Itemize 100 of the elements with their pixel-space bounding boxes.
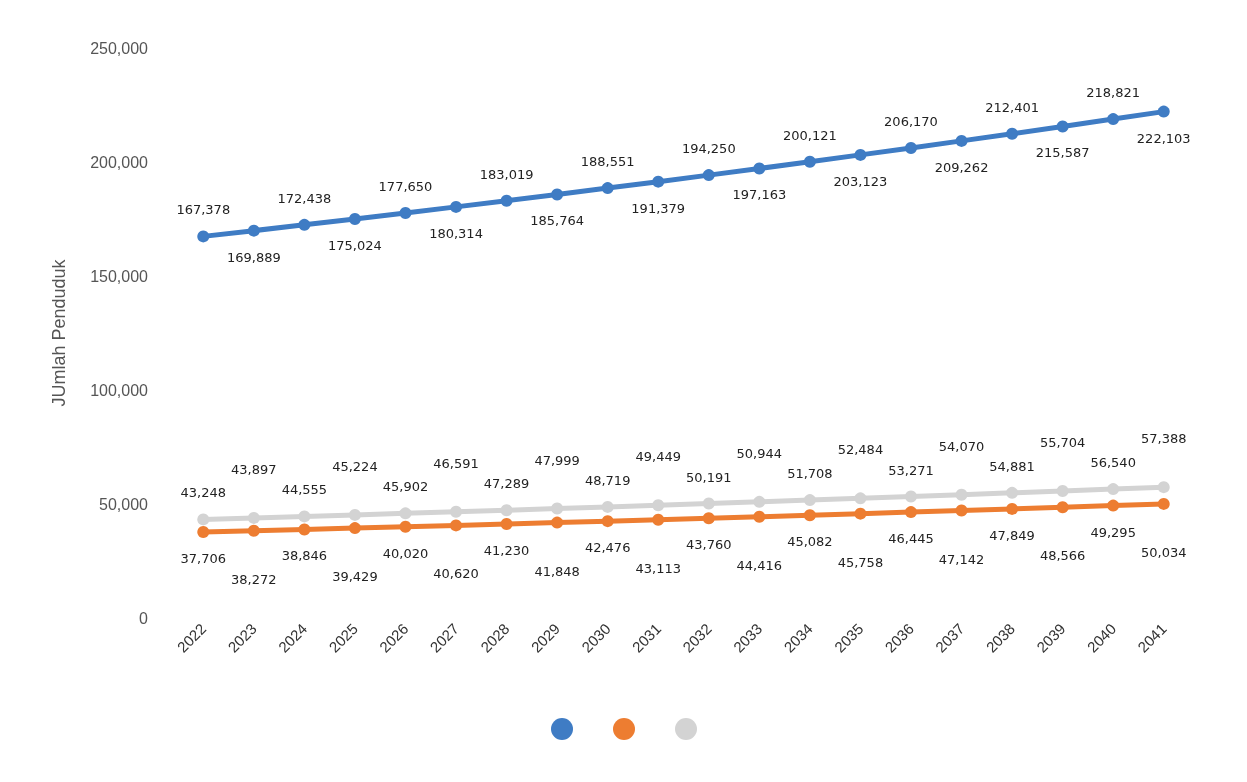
data-label: 49,295 <box>1090 524 1136 540</box>
data-label: 50,034 <box>1140 544 1187 560</box>
data-label: 45,758 <box>837 554 884 570</box>
data-label: 218,821 <box>1086 85 1141 101</box>
point <box>298 510 311 523</box>
point <box>652 175 665 188</box>
point <box>197 526 210 539</box>
data-label: 41,848 <box>534 563 580 579</box>
data-label: 52,484 <box>837 442 884 458</box>
data-label: 53,271 <box>888 462 934 478</box>
data-label: 43,760 <box>686 537 732 553</box>
point <box>500 194 513 207</box>
point <box>500 504 513 517</box>
point <box>904 490 917 503</box>
data-label: 40,620 <box>433 566 479 582</box>
data-label: 38,272 <box>231 571 277 587</box>
point <box>1107 483 1120 496</box>
point <box>803 494 816 507</box>
point <box>753 495 766 508</box>
point <box>652 499 665 512</box>
data-label: 54,881 <box>989 458 1035 474</box>
data-label: 45,082 <box>787 534 833 550</box>
data-label: 42,476 <box>584 540 631 556</box>
point <box>955 134 968 147</box>
data-label: 48,719 <box>584 472 631 488</box>
y-tick-label: 150,000 <box>90 267 149 285</box>
point <box>1056 120 1069 133</box>
data-label: 43,113 <box>635 560 681 576</box>
point <box>601 182 614 195</box>
point <box>854 507 867 520</box>
data-label: 203,123 <box>833 173 888 189</box>
data-label: 41,230 <box>483 543 530 558</box>
y-axis-title: JUmlah Penduduk <box>49 258 69 407</box>
data-label: 177,650 <box>378 178 433 194</box>
data-label: 37,706 <box>180 551 227 567</box>
point <box>551 188 564 201</box>
point <box>1157 497 1170 510</box>
data-label: 183,019 <box>479 166 534 182</box>
data-label: 167,378 <box>176 202 231 218</box>
data-label: 169,889 <box>226 249 281 265</box>
point <box>399 520 412 533</box>
point <box>247 224 260 237</box>
y-tick-label: 250,000 <box>90 39 149 57</box>
point <box>197 513 210 526</box>
point <box>1157 481 1170 494</box>
data-label: 43,248 <box>180 485 227 501</box>
point <box>1006 502 1019 515</box>
data-label: 47,289 <box>483 476 530 492</box>
data-label: 45,902 <box>382 479 429 495</box>
point <box>450 505 463 518</box>
point <box>702 169 715 182</box>
y-tick-label: 0 <box>139 609 149 627</box>
point <box>247 524 260 537</box>
point <box>601 500 614 513</box>
point <box>348 522 361 535</box>
data-label: 46,591 <box>433 455 479 471</box>
point <box>348 212 361 225</box>
point <box>399 206 412 219</box>
data-label: 206,170 <box>884 113 938 129</box>
point <box>652 513 665 526</box>
point <box>1056 501 1069 514</box>
data-label: 47,849 <box>989 527 1035 543</box>
data-label: 44,416 <box>736 557 783 573</box>
data-label: 44,555 <box>281 482 328 498</box>
data-label: 50,944 <box>736 445 783 461</box>
y-tick-label: 200,000 <box>90 153 149 171</box>
data-label: 47,142 <box>938 551 985 567</box>
data-label: 185,764 <box>530 213 585 229</box>
point <box>500 518 513 530</box>
point <box>399 507 412 520</box>
data-label: 212,401 <box>985 99 1039 115</box>
point <box>197 230 210 243</box>
point <box>803 509 816 522</box>
data-label: 222,103 <box>1136 130 1191 146</box>
point <box>298 523 311 536</box>
data-label: 175,024 <box>328 237 382 253</box>
point <box>753 162 766 175</box>
point <box>955 504 968 517</box>
data-label: 200,121 <box>782 127 837 143</box>
point <box>753 510 766 523</box>
data-label: 209,262 <box>934 159 989 175</box>
point <box>854 492 867 505</box>
data-label: 172,438 <box>277 190 332 206</box>
point <box>1006 127 1019 140</box>
y-tick-label: 50,000 <box>99 495 149 513</box>
data-label: 43,897 <box>231 461 277 477</box>
point <box>904 506 917 519</box>
data-label: 46,445 <box>888 531 934 547</box>
data-label: 47,999 <box>534 452 580 468</box>
point <box>1006 486 1019 499</box>
point <box>904 141 917 154</box>
data-label: 194,250 <box>681 141 736 157</box>
data-label: 54,070 <box>938 438 985 454</box>
data-label: 55,704 <box>1039 434 1086 450</box>
data-label: 48,566 <box>1039 548 1086 564</box>
data-label: 188,551 <box>580 154 635 170</box>
point <box>1107 499 1120 512</box>
point <box>298 218 311 231</box>
data-label: 39,429 <box>332 569 378 585</box>
point <box>854 148 867 161</box>
